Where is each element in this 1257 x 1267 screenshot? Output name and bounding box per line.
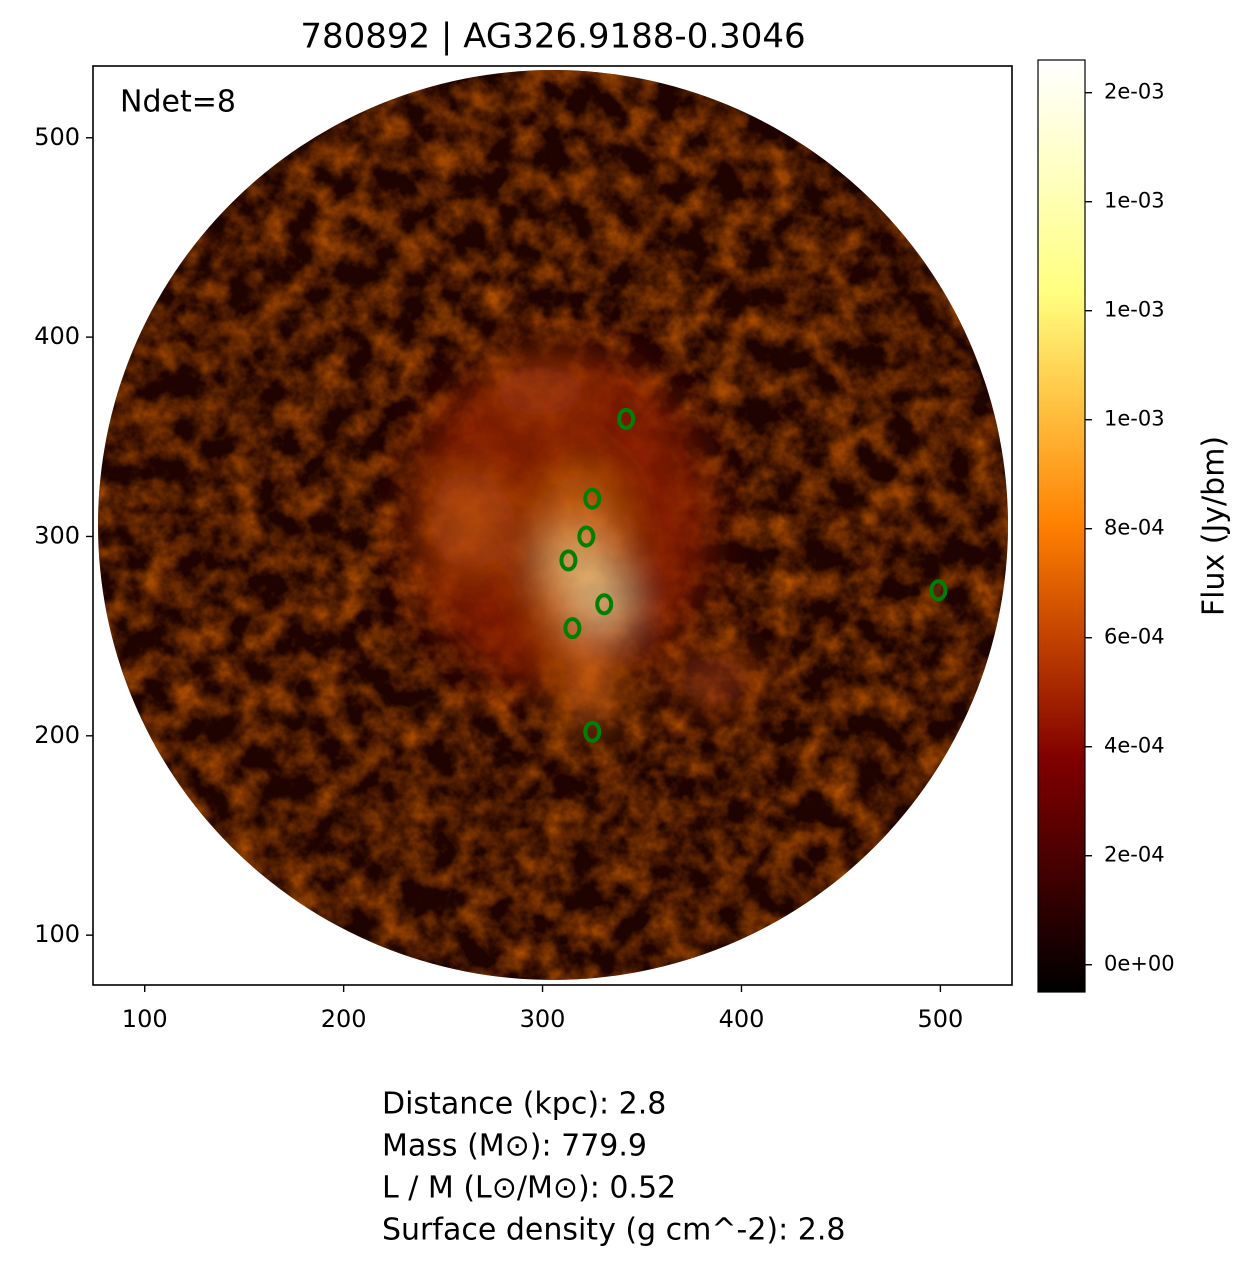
footer-line: L / M (L⊙/M⊙): 0.52 xyxy=(382,1171,676,1206)
y-tick-label: 100 xyxy=(34,920,80,948)
y-tick-label: 300 xyxy=(34,521,80,549)
annotation: Ndet=8 xyxy=(120,85,236,120)
detection xyxy=(559,549,578,572)
colorbar xyxy=(1037,59,1086,993)
y-tick-label: 500 xyxy=(34,123,80,151)
x-tick-label: 500 xyxy=(917,1005,963,1033)
colorbar-tick-label: 8e-04 xyxy=(1104,516,1165,540)
colorbar-tick-label: 2e-04 xyxy=(1104,843,1165,867)
colorbar-tick-label: 4e-04 xyxy=(1104,734,1165,758)
chart-title: 780892 | AG326.9188-0.3046 xyxy=(300,17,805,57)
y-tick-label: 200 xyxy=(34,721,80,749)
detection xyxy=(583,487,602,510)
colorbar-tick-label: 1e-03 xyxy=(1104,298,1165,322)
x-tick-label: 300 xyxy=(520,1005,566,1033)
footer-line: Surface density (g cm^-2): 2.8 xyxy=(382,1213,845,1248)
axes-frame xyxy=(92,65,1013,986)
colorbar-tick-label: 0e+00 xyxy=(1104,952,1175,976)
detection xyxy=(595,593,614,616)
footer-line: Distance (kpc): 2.8 xyxy=(382,1087,666,1122)
detection xyxy=(929,579,948,602)
colorbar-tick-label: 1e-03 xyxy=(1104,189,1165,213)
colorbar-tick-label: 1e-03 xyxy=(1104,407,1165,431)
detection xyxy=(577,525,596,548)
x-tick-label: 100 xyxy=(122,1005,168,1033)
detection xyxy=(617,407,636,430)
colorbar-tick-label: 2e-03 xyxy=(1104,80,1165,104)
x-tick-label: 400 xyxy=(719,1005,765,1033)
detection xyxy=(563,617,582,640)
colorbar-tick-label: 6e-04 xyxy=(1104,625,1165,649)
colorbar-label: Flux (Jy/bm) xyxy=(1197,436,1232,616)
footer-line: Mass (M⊙): 779.9 xyxy=(382,1129,647,1164)
x-tick-label: 200 xyxy=(321,1005,367,1033)
detection xyxy=(583,720,602,743)
flux-image xyxy=(98,70,1008,980)
y-tick-label: 400 xyxy=(34,322,80,350)
